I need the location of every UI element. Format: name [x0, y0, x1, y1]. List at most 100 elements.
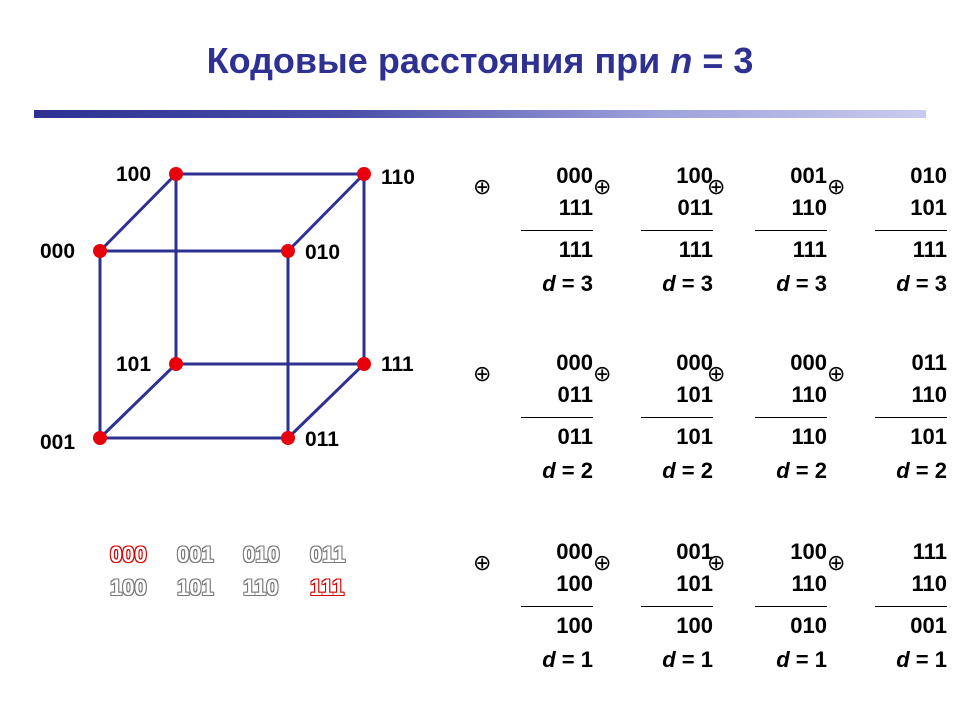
distance-number: = 2 [915, 458, 947, 483]
sum-line [875, 230, 947, 231]
vertex-label-110: 110 [381, 166, 415, 189]
operand-a: 000 [556, 350, 593, 375]
sum-line [755, 606, 827, 607]
xor-calculation: ⊕ 111 110 001 d = 1 [827, 540, 947, 680]
binary-list-item: 011 [310, 542, 346, 567]
binary-list-item: 010 [243, 542, 280, 567]
distance-value: d = 3 [776, 272, 827, 296]
distance-number: = 3 [915, 271, 947, 296]
binary-list-item: 000 [110, 542, 147, 567]
distance-label: d [776, 271, 790, 296]
distance-number: = 1 [915, 647, 947, 672]
distance-number: = 3 [561, 271, 593, 296]
xor-calculation: ⊕ 001 110 111 d = 3 [707, 164, 827, 304]
xor-calculation: ⊕ 100 011 111 d = 3 [593, 164, 713, 304]
xor-calculation: ⊕ 011 110 101 d = 2 [827, 351, 947, 491]
distance-label: d [896, 271, 910, 296]
xor-calculation: ⊕ 000 011 011 d = 2 [473, 351, 593, 491]
edge-001-101 [98, 362, 178, 440]
page-title: Кодовые расстояния при n = 3 [206, 40, 754, 81]
binary-list-item: 001 [177, 542, 214, 567]
binary-list-item: 101 [177, 575, 214, 600]
xor-result: 111 [912, 237, 947, 262]
xor-icon: ⊕ [707, 550, 726, 575]
distance-value: d = 3 [662, 272, 713, 296]
vertex-label-010: 010 [305, 241, 341, 264]
operand-b: 011 [557, 382, 594, 407]
distance-value: d = 3 [542, 272, 593, 296]
distance-value: d = 3 [896, 272, 947, 296]
operand-b: 110 [791, 195, 828, 220]
xor-icon: ⊕ [593, 550, 612, 575]
distance-number: = 3 [681, 271, 713, 296]
vertex-111 [357, 357, 371, 371]
operand-b: 101 [910, 195, 947, 220]
xor-calculation: ⊕ 000 111 111 d = 3 [473, 164, 593, 304]
edge-000-100 [98, 172, 178, 253]
xor-result: 011 [557, 424, 594, 449]
distance-label: d [542, 458, 556, 483]
vertex-label-001: 001 [40, 431, 76, 454]
vertex-010 [281, 244, 295, 258]
distance-label: d [896, 458, 910, 483]
distance-value: d = 2 [542, 459, 593, 483]
operand-b: 101 [676, 571, 713, 596]
sum-line [755, 230, 827, 231]
xor-icon: ⊕ [707, 174, 726, 199]
distance-value: d = 2 [662, 459, 713, 483]
distance-label: d [542, 271, 556, 296]
vertex-label-011: 011 [305, 428, 339, 451]
operand-a: 011 [911, 350, 948, 375]
xor-icon: ⊕ [473, 361, 492, 386]
operand-a: 100 [790, 539, 827, 564]
distance-label: d [662, 647, 676, 672]
operand-b: 110 [791, 382, 828, 407]
xor-calculation: ⊕ 010 101 111 d = 3 [827, 164, 947, 304]
xor-result: 100 [556, 613, 593, 638]
distance-number: = 1 [561, 647, 593, 672]
distance-value: d = 1 [896, 648, 947, 672]
xor-calculation: ⊕ 000 110 110 d = 2 [707, 351, 827, 491]
operand-a: 010 [910, 163, 947, 188]
sum-line [641, 230, 713, 231]
vertex-label-111: 111 [381, 353, 414, 376]
distance-number: = 2 [681, 458, 713, 483]
operand-b: 110 [911, 571, 948, 596]
xor-result: 110 [791, 424, 828, 449]
distance-number: = 1 [795, 647, 827, 672]
xor-result: 111 [792, 237, 827, 262]
operand-a: 111 [912, 539, 947, 564]
operand-a: 001 [676, 539, 713, 564]
xor-result: 010 [790, 613, 827, 638]
xor-result: 111 [678, 237, 713, 262]
sum-line [641, 417, 713, 418]
vertex-100 [169, 167, 183, 181]
operand-b: 100 [556, 571, 593, 596]
distance-label: d [896, 647, 910, 672]
xor-calculation: ⊕ 100 110 010 d = 1 [707, 540, 827, 680]
binary-list-item: 100 [110, 575, 147, 600]
edge-011-111 [286, 362, 366, 440]
vertex-label-101: 101 [116, 353, 152, 376]
vertex-110 [357, 167, 371, 181]
sum-line [641, 606, 713, 607]
xor-result: 111 [558, 237, 593, 262]
edge-010-110 [286, 172, 366, 253]
xor-icon: ⊕ [827, 550, 846, 575]
title-divider [34, 110, 926, 118]
operand-b: 011 [677, 195, 714, 220]
operand-a: 100 [676, 163, 713, 188]
binary-list-item: 110 [243, 575, 279, 600]
distance-value: d = 1 [662, 648, 713, 672]
vertex-101 [169, 357, 183, 371]
operand-a: 001 [790, 163, 827, 188]
distance-label: d [776, 647, 790, 672]
xor-icon: ⊕ [593, 174, 612, 199]
sum-line [875, 606, 947, 607]
xor-result: 101 [676, 424, 713, 449]
vertex-label-000: 000 [40, 240, 76, 263]
binary-list-item: 111 [310, 575, 345, 600]
operand-a: 000 [790, 350, 827, 375]
title-variable: n [670, 40, 693, 81]
